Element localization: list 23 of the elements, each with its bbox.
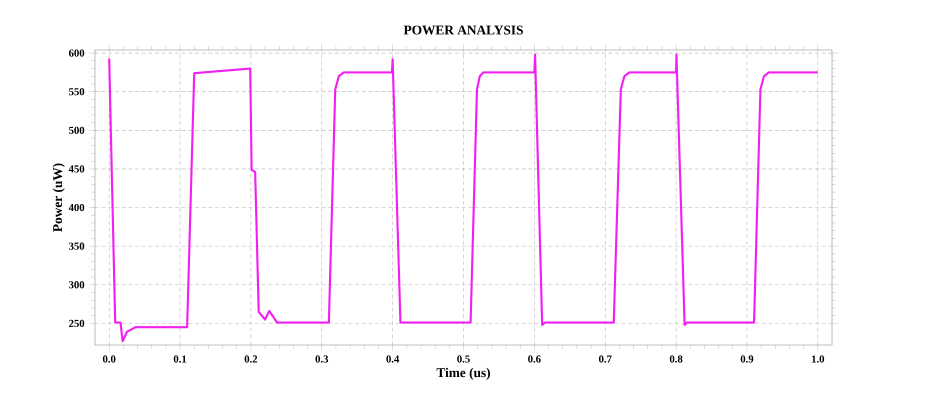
y-tick-label: 300 [69,281,84,288]
line-series [108,54,819,342]
y-axis-title: Power (uW) [52,163,65,232]
x-tick-label: 0.6 [528,355,541,363]
y-tick-label: 350 [69,242,84,250]
x-tick-label: 0.1 [174,355,186,363]
chart-title: POWER ANALYSIS [404,26,523,35]
x-tick-label: 0.0 [102,355,116,363]
x-tick-label: 0.5 [457,355,470,363]
y-tick-label: 450 [68,165,84,173]
y-tick-label: 600 [68,49,84,57]
y-tick-label: 250 [69,320,84,327]
x-tick-label: 1.0 [812,355,824,363]
x-tick-label: 0.9 [740,355,754,363]
y-tick-label: 400 [68,204,84,212]
x-tick-label: 0.7 [598,355,612,363]
x-tick-label: 0.2 [244,355,258,363]
x-axis-title: Time (us) [436,368,490,380]
y-tick-label: 500 [69,126,84,134]
y-tick-label: 550 [69,88,84,96]
x-tick-label: 0.4 [386,355,400,363]
x-tick-label: 0.3 [316,355,328,363]
x-tick-label: 0.8 [670,355,682,363]
